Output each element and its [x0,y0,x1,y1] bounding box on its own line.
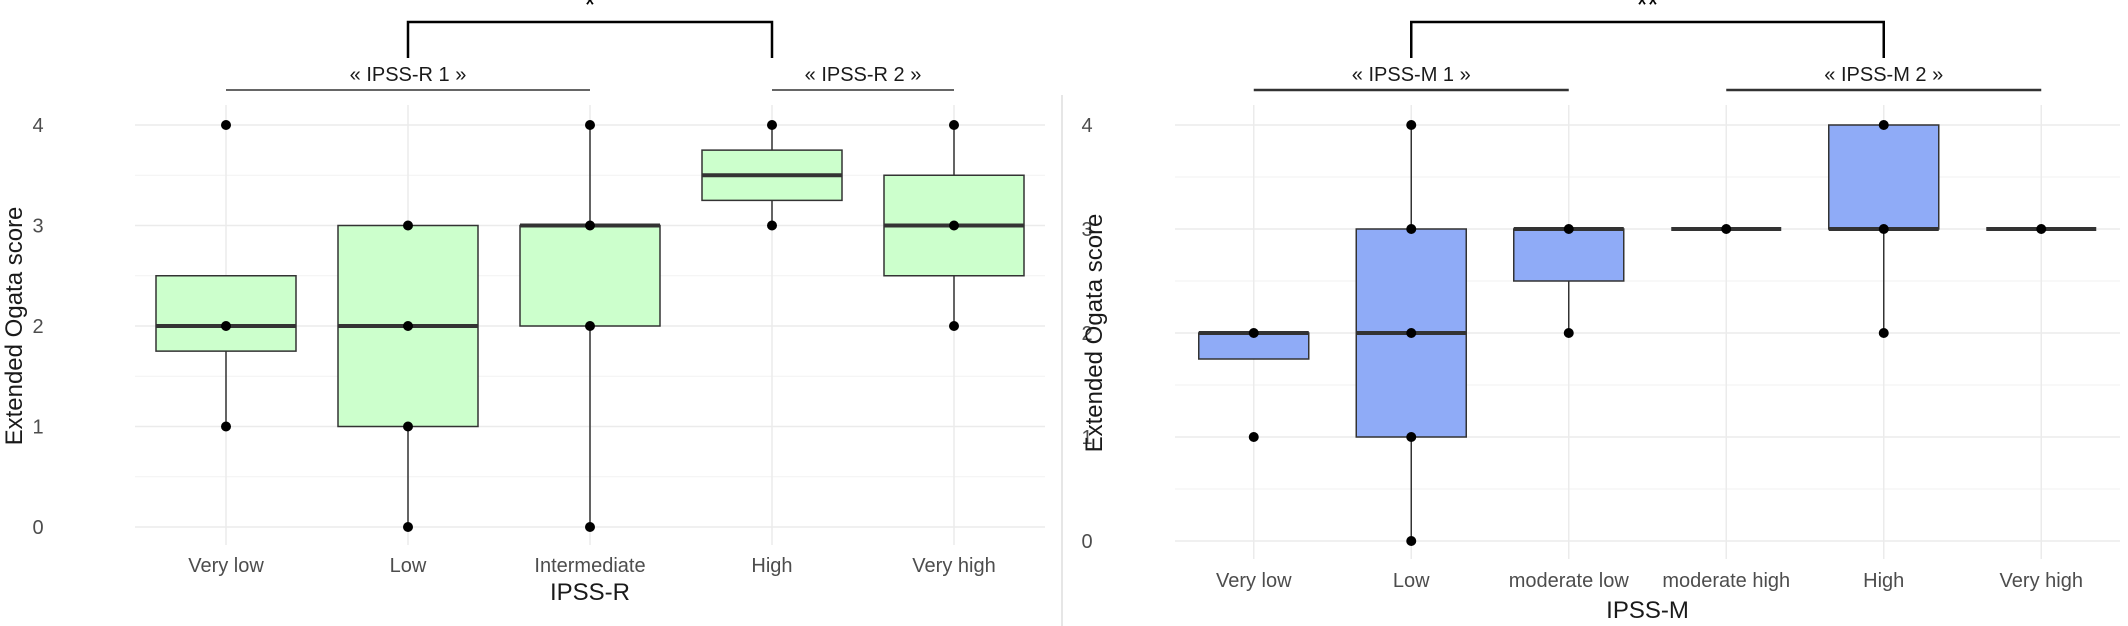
significance-bracket [1410,20,1885,58]
box-high [701,120,843,231]
y-axis-title: Extended Ogata score [1,207,28,446]
x-tick-label: moderate low [1509,570,1630,592]
y-tick-label: 2 [32,316,43,338]
data-point [1721,224,1732,234]
significance-label: * [585,0,596,20]
data-point [1878,328,1889,338]
x-tick-label: Very high [2000,570,2083,592]
data-point [403,321,413,331]
box-high [1828,120,1940,338]
data-point [585,220,595,231]
data-point [1248,328,1259,338]
group-bracket-label: « IPSS-R 1 » [350,64,467,86]
x-tick-label: High [751,555,792,577]
data-point [221,120,231,130]
data-point [1248,432,1259,442]
x-tick-label: Very low [1216,570,1292,592]
data-point [1878,120,1889,130]
data-point [1563,328,1574,338]
data-point [949,321,959,331]
data-point [1406,328,1417,338]
panel-ipss-r: 0 1 2 3 4 Very low Low Intermediate High Very hig… [1,0,1045,606]
data-point [1406,120,1417,130]
data-point [403,522,413,532]
box-moderate-low [1513,224,1625,338]
data-point [1563,224,1574,234]
data-point [1406,432,1417,442]
significance-bracket [406,20,774,58]
y-axis-title: Extended Ogata score [1081,214,1108,453]
y-tick-label: 1 [1081,427,1092,449]
box-very-high [883,120,1025,331]
x-tick-label: Very high [912,555,995,577]
data-point [585,120,595,130]
x-tick-label: moderate high [1662,570,1790,592]
box-moderate-high [1671,224,1782,234]
x-tick-label: High [1863,570,1904,592]
data-point [2036,224,2047,234]
y-tick-label: 0 [1081,531,1092,553]
group-bracket-label: « IPSS-M 2 » [1824,64,1943,86]
panel-ipss-m: 0 1 2 3 4 Very low Low moderate low moderate hig… [1081,0,2120,624]
data-point [585,522,595,532]
x-axis-title: IPSS-M [1606,597,1689,624]
box-iqr [1828,124,1940,230]
data-point [221,421,231,432]
y-tick-label: 3 [1081,219,1092,241]
x-tick-label: Very low [188,555,264,577]
y-tick-label: 4 [1081,115,1092,137]
data-point [949,120,959,130]
box-iqr [1513,228,1625,282]
data-point [767,220,777,231]
significance-label: ** [1637,0,1659,20]
box-low [1355,120,1467,546]
box-very-low [155,120,297,432]
y-tick-label: 4 [32,115,43,137]
y-tick-label: 3 [32,216,43,238]
box-iqr [519,224,661,327]
data-point [949,220,959,231]
data-point [403,421,413,432]
y-tick-label: 2 [1081,323,1092,345]
box-low [337,220,479,532]
group-bracket-label: « IPSS-M 1 » [1352,64,1471,86]
group-bracket-label: « IPSS-R 2 » [805,64,922,86]
box-very-high [1986,224,2097,234]
x-tick-label: Intermediate [534,555,645,577]
x-axis-title: IPSS-R [550,579,630,606]
data-point [221,321,231,331]
data-point [767,120,777,130]
box-very-low [1198,328,1310,442]
data-point [585,321,595,331]
x-tick-label: Low [1393,570,1430,592]
x-tick-label: Low [390,555,427,577]
data-point [1406,224,1417,234]
y-tick-label: 0 [32,517,43,539]
box-intermediate [519,120,661,532]
data-point [1406,536,1417,546]
y-tick-label: 1 [32,417,43,439]
box-iqr [155,275,297,352]
data-point [403,220,413,231]
data-point [1878,224,1889,234]
